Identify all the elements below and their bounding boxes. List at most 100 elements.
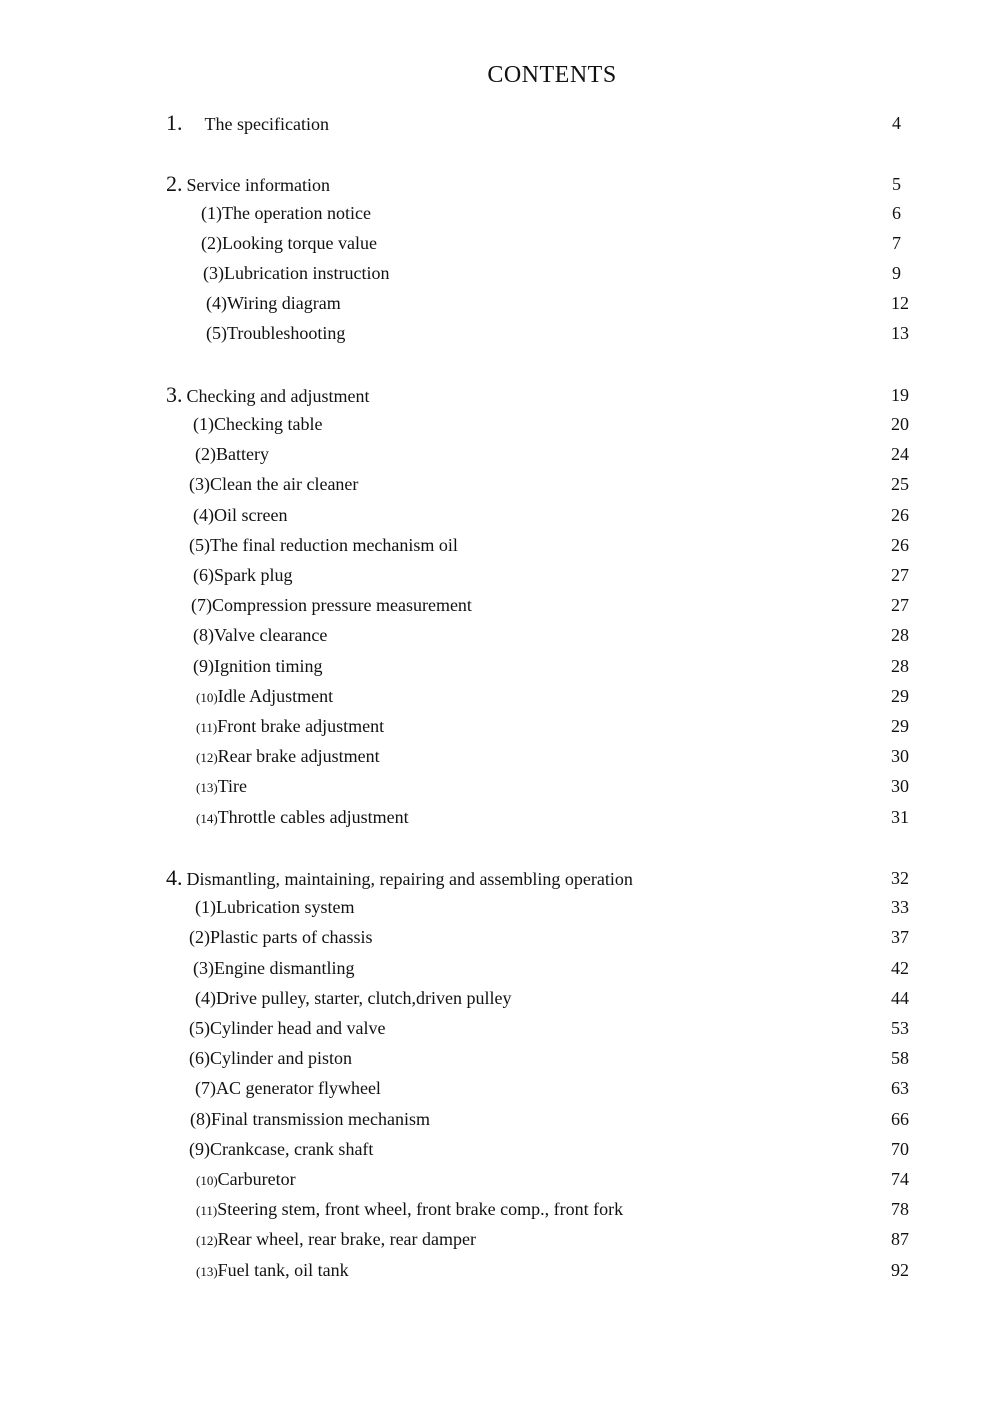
toc-item: (9)Ignition timing 28 xyxy=(0,654,1000,678)
toc-item: (7)AC generator flywheel 63 xyxy=(0,1076,1000,1100)
item-label: (12)Rear brake adjustment xyxy=(196,744,380,770)
item-label: (4)Oil screen xyxy=(193,503,287,527)
page-number: 33 xyxy=(891,897,909,917)
page-number: 30 xyxy=(891,746,909,766)
item-label: (11)Front brake adjustment xyxy=(196,714,384,740)
toc-item: (3)Engine dismantling 42 xyxy=(0,956,1000,980)
page-number: 12 xyxy=(891,293,909,313)
item-title: Plastic parts of chassis xyxy=(210,927,373,947)
item-title: The final reduction mechanism oil xyxy=(210,535,458,555)
item-title: Compression pressure measurement xyxy=(212,595,472,615)
item-number: (13) xyxy=(196,780,218,795)
toc-item: (3)Lubrication instruction 9 xyxy=(0,261,1000,285)
item-label: (9)Crankcase, crank shaft xyxy=(189,1137,373,1161)
item-title: Wiring diagram xyxy=(227,293,341,313)
item-number: (11) xyxy=(196,720,218,735)
toc-item: (4)Drive pulley, starter, clutch,driven … xyxy=(0,986,1000,1010)
item-title: Cylinder head and valve xyxy=(210,1018,386,1038)
section-number: 3. xyxy=(166,382,183,407)
item-label: (6)Cylinder and piston xyxy=(189,1046,352,1070)
item-number: (7) xyxy=(191,595,212,615)
item-title: Engine dismantling xyxy=(214,958,355,978)
item-title: Idle Adjustment xyxy=(217,686,334,706)
page-number: 78 xyxy=(891,1199,909,1219)
item-label: (4)Wiring diagram xyxy=(206,291,341,315)
item-number: (9) xyxy=(189,1139,210,1159)
item-title: Final transmission mechanism xyxy=(211,1109,430,1129)
page-number: 30 xyxy=(891,776,909,796)
section-number: 2. xyxy=(166,171,183,196)
item-number: (11) xyxy=(196,1203,218,1218)
item-label: (13)Tire xyxy=(196,774,247,800)
page-number: 19 xyxy=(891,385,909,405)
item-label: (5)The final reduction mechanism oil xyxy=(189,533,458,557)
item-number: (5) xyxy=(189,1018,210,1038)
item-number: (12) xyxy=(196,750,218,765)
item-title: Fuel tank, oil tank xyxy=(217,1260,349,1280)
item-number: (7) xyxy=(195,1078,216,1098)
page-number: 66 xyxy=(891,1109,909,1129)
toc-item: (9)Crankcase, crank shaft 70 xyxy=(0,1137,1000,1161)
page-number: 31 xyxy=(891,807,909,827)
item-title: Ignition timing xyxy=(214,656,323,676)
section-number: 1. xyxy=(166,110,183,135)
toc-item: (1)Lubrication system 33 xyxy=(0,895,1000,919)
item-label: (3)Clean the air cleaner xyxy=(189,472,358,496)
toc-item: (5)Cylinder head and valve 53 xyxy=(0,1016,1000,1040)
section-title: The specification xyxy=(204,114,329,134)
toc-item: (1)Checking table 20 xyxy=(0,412,1000,436)
item-title: Oil screen xyxy=(214,505,288,525)
item-title: Looking torque value xyxy=(222,233,377,253)
item-label: (3)Lubrication instruction xyxy=(203,261,389,285)
toc-item: (11)Front brake adjustment 29 xyxy=(0,714,1000,738)
page-number: 92 xyxy=(891,1260,909,1280)
item-title: Rear brake adjustment xyxy=(217,746,380,766)
toc-item: (2)Battery 24 xyxy=(0,442,1000,466)
page-number: 32 xyxy=(891,868,909,888)
page-number: 27 xyxy=(891,595,909,615)
toc-item: (13)Tire 30 xyxy=(0,774,1000,798)
toc-item: (7)Compression pressure measurement 27 xyxy=(0,593,1000,617)
page-number: 27 xyxy=(891,565,909,585)
item-number: (5) xyxy=(206,323,227,343)
item-title: Rear wheel, rear brake, rear damper xyxy=(217,1229,477,1249)
item-label: (2)Plastic parts of chassis xyxy=(189,925,372,949)
page-number: 9 xyxy=(892,263,901,283)
toc-item: (14)Throttle cables adjustment 31 xyxy=(0,805,1000,829)
item-label: (4)Drive pulley, starter, clutch,driven … xyxy=(195,986,512,1010)
page-number: 13 xyxy=(891,323,909,343)
item-number: (14) xyxy=(196,811,218,826)
page-number: 44 xyxy=(891,988,909,1008)
item-title: Checking table xyxy=(214,414,323,434)
item-label: (13)Fuel tank, oil tank xyxy=(196,1258,349,1284)
item-number: (4) xyxy=(195,988,216,1008)
item-label: (1)The operation notice xyxy=(201,201,371,225)
item-number: (2) xyxy=(201,233,222,253)
item-title: Drive pulley, starter, clutch,driven pul… xyxy=(216,988,512,1008)
item-label: (8)Final transmission mechanism xyxy=(190,1107,430,1131)
item-label: (5)Cylinder head and valve xyxy=(189,1016,385,1040)
section-heading: 1. The specification xyxy=(166,111,329,136)
item-label: (9)Ignition timing xyxy=(193,654,323,678)
toc-section: 1. The specification 4 xyxy=(0,111,1000,135)
item-label: (8)Valve clearance xyxy=(193,623,327,647)
item-label: (10)Carburetor xyxy=(196,1167,296,1193)
section-title: Dismantling, maintaining, repairing and … xyxy=(186,869,633,889)
item-title: AC generator flywheel xyxy=(216,1078,381,1098)
page-number: 42 xyxy=(891,958,909,978)
toc-section: 3. Checking and adjustment 19 xyxy=(0,383,1000,407)
toc-item: (12)Rear wheel, rear brake, rear damper 8… xyxy=(0,1227,1000,1251)
toc-item: (13)Fuel tank, oil tank 92 xyxy=(0,1258,1000,1282)
page-number: 4 xyxy=(892,113,901,133)
item-label: (3)Engine dismantling xyxy=(193,956,354,980)
toc-item: (5)Troubleshooting 13 xyxy=(0,321,1000,345)
item-label: (1)Lubrication system xyxy=(195,895,354,919)
item-number: (4) xyxy=(193,505,214,525)
item-title: Steering stem, front wheel, front brake … xyxy=(217,1199,624,1219)
item-number: (1) xyxy=(193,414,214,434)
page-number: 58 xyxy=(891,1048,909,1068)
item-number: (1) xyxy=(195,897,216,917)
toc-item: (2)Looking torque value 7 xyxy=(0,231,1000,255)
item-number: (3) xyxy=(193,958,214,978)
item-number: (3) xyxy=(203,263,224,283)
